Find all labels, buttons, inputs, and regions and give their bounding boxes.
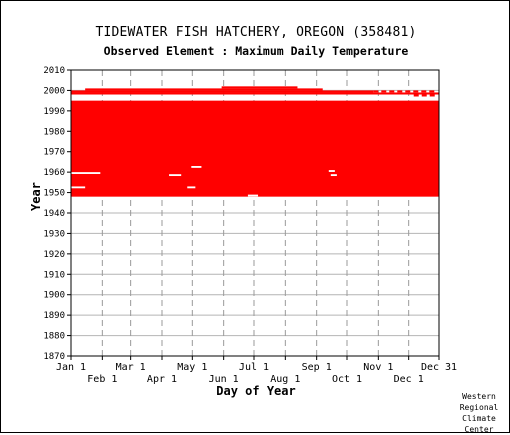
y-tick-label: 1890 — [43, 311, 65, 321]
y-tick-label: 1970 — [43, 148, 65, 158]
y-tick-label: 2000 — [43, 86, 65, 96]
y-tick-label: 1940 — [43, 209, 65, 219]
credit-line: Western — [462, 392, 496, 401]
data-gap — [247, 194, 259, 197]
plot-border — [70, 69, 440, 357]
x-tick-label: Jan 1 — [56, 362, 86, 373]
data-block — [71, 90, 374, 93]
y-tick-label: 1980 — [43, 127, 65, 137]
data-block — [221, 86, 298, 89]
x-tick-label: Mar 1 — [116, 362, 146, 373]
y-tick-label: 2010 — [43, 66, 65, 76]
credit-line: Center — [464, 425, 494, 434]
x-tick-label: Sep 1 — [302, 362, 332, 373]
x-tick-label: Apr 1 — [147, 374, 177, 385]
y-tick-label: 1960 — [43, 168, 65, 178]
x-tick-label: Aug 1 — [270, 374, 300, 385]
y-tick-label: 1950 — [43, 189, 65, 199]
y-tick-label: 1880 — [43, 332, 65, 342]
y-tick-label: 1910 — [43, 270, 65, 280]
y-tick-label: 1900 — [43, 291, 65, 301]
credit-line: Climate — [462, 414, 496, 423]
x-tick-label: May 1 — [177, 362, 207, 373]
credit-text: Western Regional Climate Center — [449, 391, 509, 435]
data-gap — [330, 174, 337, 177]
x-tick-label: Dec 1 — [394, 374, 424, 385]
x-axis-label: Day of Year — [216, 384, 296, 398]
y-tick-label: 1990 — [43, 107, 65, 117]
y-tick-label: 1920 — [43, 250, 65, 260]
y-tick-label: 1870 — [43, 352, 65, 362]
data-block — [85, 88, 323, 91]
data-block — [71, 92, 439, 95]
y-axis-label: Year — [29, 182, 43, 211]
x-tick-label: Feb 1 — [87, 374, 117, 385]
data-gap — [169, 174, 182, 177]
x-tick-label: Nov 1 — [363, 362, 393, 373]
x-tick-label: Jul 1 — [239, 362, 269, 373]
y-tick-label: 1930 — [43, 229, 65, 239]
data-block — [71, 100, 439, 197]
chart-title: TIDEWATER FISH HATCHERY, OREGON (358481) — [95, 25, 417, 40]
data-gap — [187, 186, 196, 189]
data-gap — [71, 172, 101, 174]
x-tick-label: Dec 31 — [421, 362, 457, 373]
data-gap — [191, 166, 202, 168]
chart-subtitle: Observed Element : Maximum Daily Tempera… — [103, 44, 409, 58]
credit-line: Regional — [459, 403, 499, 412]
x-tick-label: Jun 1 — [209, 374, 239, 385]
data-gap — [328, 170, 335, 172]
x-tick-label: Oct 1 — [332, 374, 362, 385]
data-gap — [71, 186, 86, 189]
